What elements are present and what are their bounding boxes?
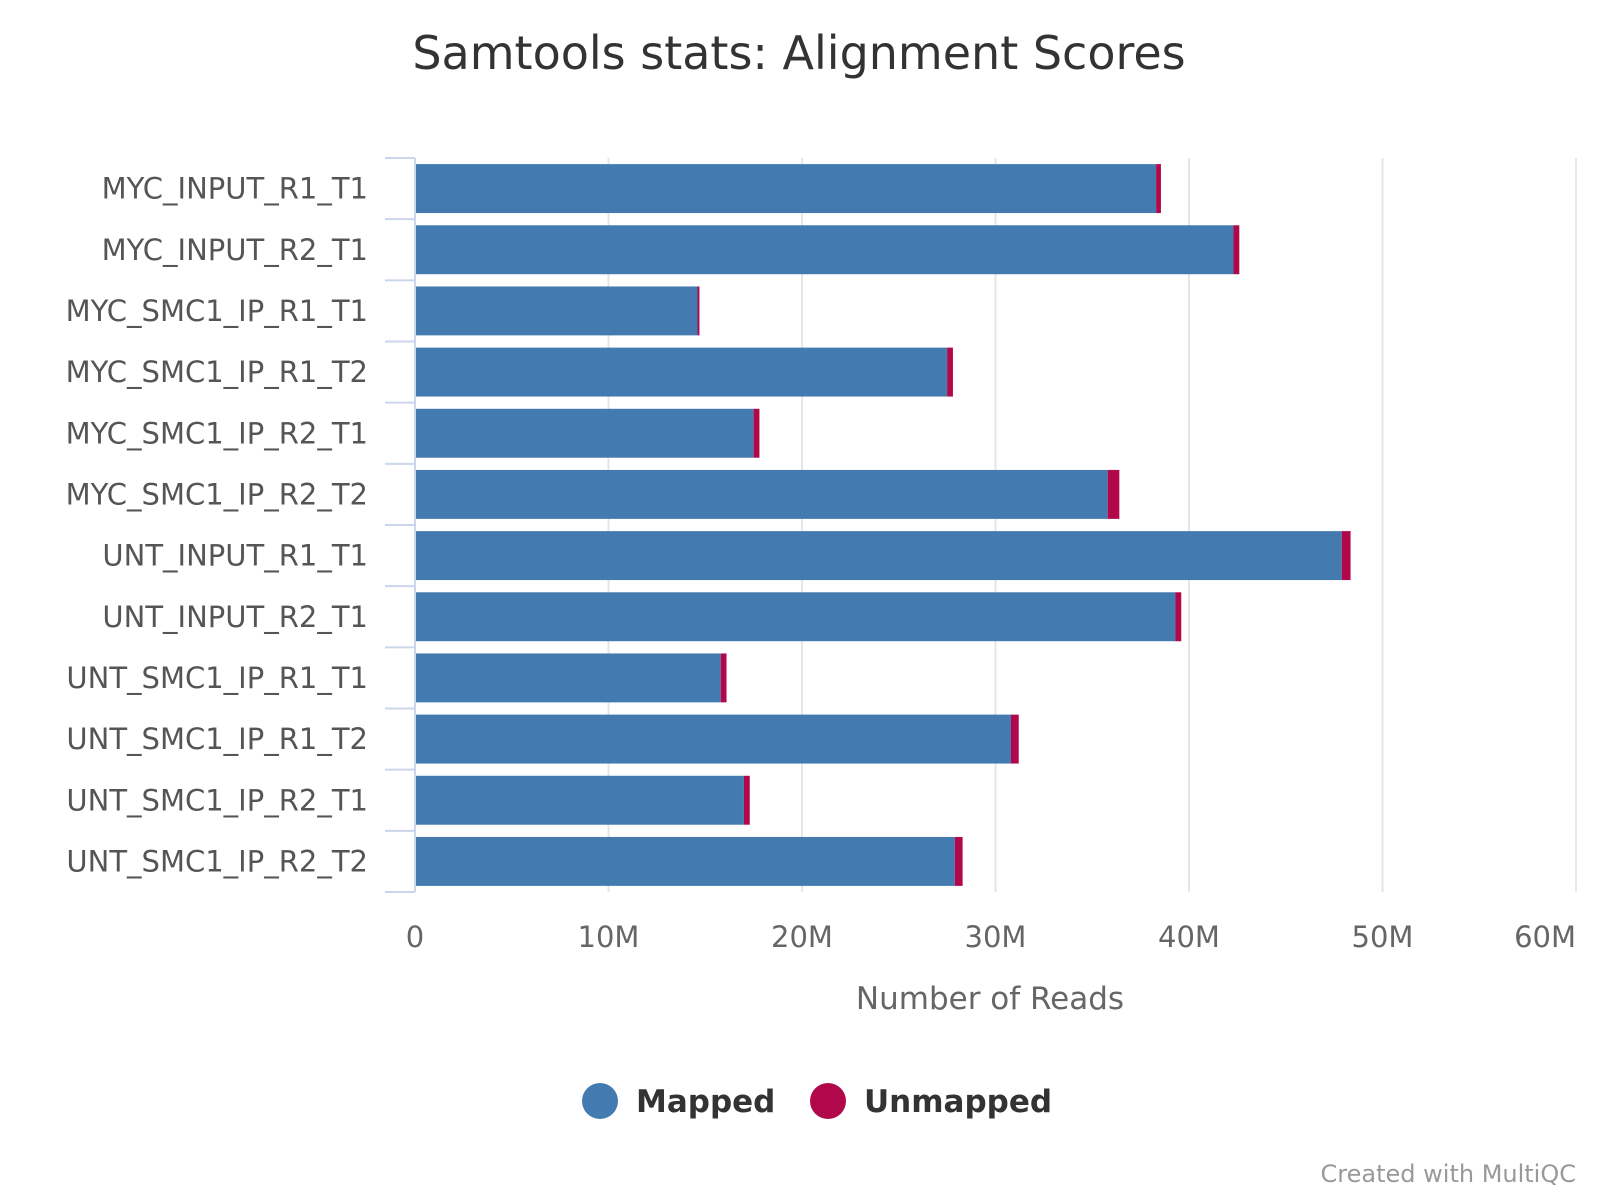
chart-title: Samtools stats: Alignment Scores	[412, 26, 1185, 80]
bar-unmapped-unt-input-r2-t1[interactable]	[1175, 592, 1182, 642]
x-axis: 0 10M 20M 30M 40M 50M 60M	[406, 920, 1576, 954]
category-label: UNT_SMC1_IP_R2_T1	[66, 783, 368, 817]
legend-marker	[582, 1083, 618, 1119]
x-tick-label: 0	[406, 920, 424, 954]
bar-unmapped-myc-smc1-ip-r1-t1[interactable]	[697, 286, 700, 336]
bar-mapped-unt-input-r2-t1[interactable]	[415, 592, 1176, 642]
x-tick-label: 30M	[965, 920, 1027, 954]
bar-unmapped-myc-input-r2-t1[interactable]	[1233, 225, 1240, 275]
bar-unmapped-unt-smc1-ip-r1-t1[interactable]	[720, 653, 727, 703]
category-label: MYC_SMC1_IP_R2_T2	[66, 477, 368, 511]
bar-unmapped-myc-smc1-ip-r2-t1[interactable]	[753, 408, 760, 458]
bar-mapped-myc-smc1-ip-r2-t1[interactable]	[415, 408, 754, 458]
category-label: UNT_SMC1_IP_R1_T1	[66, 661, 368, 695]
category-label: MYC_SMC1_IP_R1_T2	[66, 355, 368, 389]
legend-label: Mapped	[636, 1084, 775, 1120]
bar-mapped-unt-smc1-ip-r1-t1[interactable]	[415, 653, 721, 703]
legend: Mapped Unmapped	[582, 1083, 1052, 1120]
x-axis-title: Number of Reads	[856, 981, 1124, 1017]
gridlines	[607, 158, 1577, 892]
bar-mapped-unt-smc1-ip-r2-t2[interactable]	[415, 836, 955, 886]
legend-item-mapped[interactable]: Mapped	[582, 1083, 775, 1120]
legend-marker	[810, 1083, 846, 1119]
bar-unmapped-myc-smc1-ip-r2-t2[interactable]	[1107, 469, 1120, 519]
x-tick-label: 40M	[1158, 920, 1220, 954]
category-label: MYC_INPUT_R2_T1	[102, 233, 368, 267]
bar-mapped-unt-input-r1-t1[interactable]	[415, 531, 1342, 581]
legend-label: Unmapped	[864, 1084, 1052, 1120]
bar-mapped-myc-smc1-ip-r1-t2[interactable]	[415, 347, 948, 397]
bar-mapped-myc-smc1-ip-r2-t2[interactable]	[415, 469, 1108, 519]
credit-text[interactable]: Created with MultiQC	[1321, 1160, 1576, 1188]
x-tick-label: 20M	[771, 920, 833, 954]
bar-unmapped-unt-input-r1-t1[interactable]	[1341, 531, 1351, 581]
bar-mapped-myc-input-r2-t1[interactable]	[415, 225, 1234, 275]
category-label: MYC_SMC1_IP_R1_T1	[66, 294, 368, 328]
bars	[415, 164, 1351, 886]
y-axis: MYC_INPUT_R1_T1 MYC_INPUT_R2_T1 MYC_SMC1_I…	[66, 157, 416, 893]
category-label: UNT_INPUT_R1_T1	[102, 539, 368, 573]
bar-unmapped-myc-input-r1-t1[interactable]	[1156, 164, 1161, 214]
bar-unmapped-unt-smc1-ip-r1-t2[interactable]	[1010, 714, 1019, 764]
bar-unmapped-unt-smc1-ip-r2-t1[interactable]	[743, 775, 750, 825]
category-label: UNT_INPUT_R2_T1	[102, 600, 368, 634]
legend-item-unmapped[interactable]: Unmapped	[810, 1083, 1052, 1120]
x-tick-label: 10M	[578, 920, 640, 954]
x-tick-label: 50M	[1352, 920, 1414, 954]
category-label: UNT_SMC1_IP_R1_T2	[66, 722, 368, 756]
category-label: MYC_SMC1_IP_R2_T1	[66, 416, 368, 450]
category-label: MYC_INPUT_R1_T1	[102, 172, 368, 206]
bar-mapped-unt-smc1-ip-r2-t1[interactable]	[415, 775, 744, 825]
bar-mapped-unt-smc1-ip-r1-t2[interactable]	[415, 714, 1011, 764]
bar-mapped-myc-smc1-ip-r1-t1[interactable]	[415, 286, 698, 336]
category-label: UNT_SMC1_IP_R2_T2	[66, 844, 368, 878]
x-tick-label: 60M	[1514, 920, 1576, 954]
bar-unmapped-unt-smc1-ip-r2-t2[interactable]	[954, 836, 963, 886]
bar-mapped-myc-input-r1-t1[interactable]	[415, 164, 1157, 214]
bar-unmapped-myc-smc1-ip-r1-t2[interactable]	[947, 347, 953, 397]
